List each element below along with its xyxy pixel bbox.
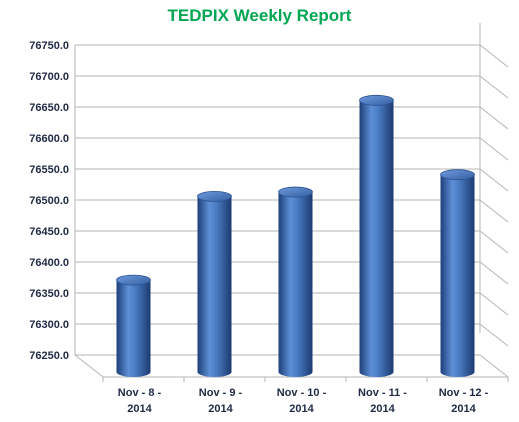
x-tick-label: Nov - 11 - (358, 387, 407, 399)
bar-top-cap (116, 274, 151, 286)
y-tick-label: 76600.0 (29, 133, 69, 145)
y-tick-label: 76500.0 (29, 195, 69, 207)
gridline-depth (479, 44, 509, 68)
gridline-depth (479, 354, 509, 378)
gridline-depth (479, 292, 509, 316)
bar-top-cap (197, 190, 232, 202)
x-tick-label-year: 2014 (370, 403, 395, 415)
bar (359, 94, 394, 378)
x-tick-label-year: 2014 (208, 403, 233, 415)
x-tick-label: Nov - 9 - (199, 387, 243, 399)
bar (278, 186, 313, 377)
y-tick-label: 76700.0 (29, 71, 69, 83)
gridline-depth (479, 137, 509, 161)
y-tick-label: 76450.0 (29, 226, 69, 238)
bar-top-cap (440, 169, 475, 181)
gridline-depth (479, 323, 509, 347)
y-tick-label: 76750.0 (29, 40, 69, 52)
bar-body (440, 174, 475, 377)
y-tick-label: 76550.0 (29, 164, 69, 176)
x-tick-label-year: 2014 (127, 403, 152, 415)
x-tick-label: Nov - 8 - (118, 387, 162, 399)
gridline-depth (479, 199, 509, 223)
gridline-depth (479, 75, 509, 99)
bar-body (197, 196, 232, 377)
x-tick-label: Nov - 10 - (277, 387, 327, 399)
y-tick-label: 76650.0 (29, 102, 69, 114)
gridline-depth (479, 230, 509, 254)
bar (116, 274, 151, 377)
bar (440, 169, 475, 377)
y-tick-label: 76400.0 (29, 257, 69, 269)
gridline-depth (479, 261, 509, 285)
y-tick-label: 76350.0 (29, 288, 69, 300)
bar-body (278, 192, 313, 377)
x-tick-label-year: 2014 (451, 403, 476, 415)
bar-top-cap (359, 94, 394, 106)
bar (197, 190, 232, 377)
y-tick-label: 76300.0 (29, 319, 69, 331)
y-tick-label: 76250.0 (29, 350, 69, 362)
chart-title: TEDPIX Weekly Report (167, 6, 352, 25)
floor-left-edge (74, 354, 104, 378)
gridline-depth (479, 168, 509, 192)
x-tick-label: Nov - 12 - (439, 387, 489, 399)
x-tick-label-year: 2014 (289, 403, 314, 415)
gridline-depth (479, 106, 509, 130)
bar-top-cap (278, 186, 313, 198)
bar-body (116, 280, 151, 377)
bar-body (359, 100, 394, 378)
